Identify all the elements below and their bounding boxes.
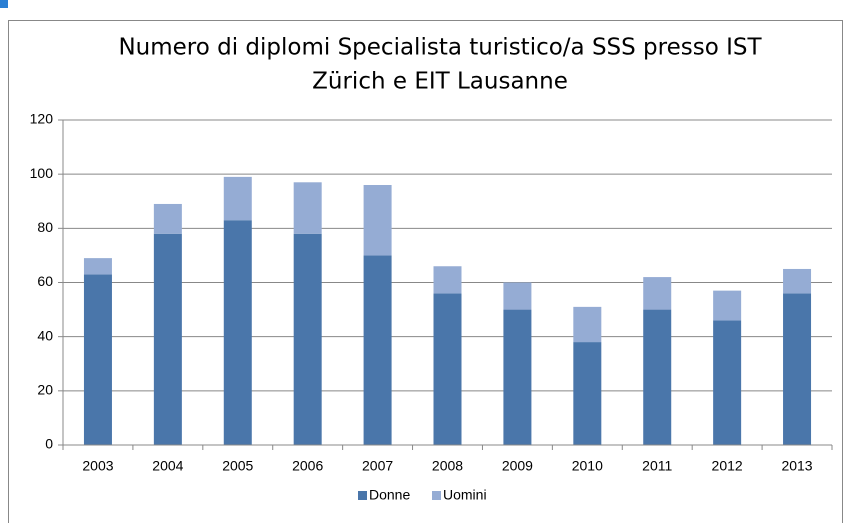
chart-border <box>8 20 843 523</box>
bar-segment <box>503 309 532 445</box>
x-tick-label: 2008 <box>432 458 463 474</box>
bar-segment <box>293 233 322 445</box>
bar-segment <box>573 342 602 445</box>
bar-segment <box>363 255 392 445</box>
legend-label: Uomini <box>443 487 487 503</box>
bar-segment <box>153 203 182 234</box>
x-tick-label: 2011 <box>642 458 672 474</box>
bar-segment <box>713 290 742 321</box>
x-tick-label: 2007 <box>362 458 393 474</box>
bar-segment <box>83 258 112 275</box>
bar-segment <box>643 277 672 310</box>
y-tick-label: 60 <box>37 273 53 289</box>
x-tick-label: 2006 <box>292 458 323 474</box>
chart-title: Numero di diplomi Specialista turistico/… <box>118 35 762 61</box>
x-tick-label: 2012 <box>712 458 743 474</box>
bar-segment <box>503 282 532 310</box>
x-tick-label: 2005 <box>222 458 253 474</box>
y-tick-label: 40 <box>37 327 53 343</box>
bar-segment <box>713 320 742 445</box>
cut-off-heading <box>0 0 8 8</box>
bar-segment <box>223 176 252 221</box>
legend-swatch <box>358 491 367 500</box>
bar-segment <box>363 185 392 256</box>
chart-title: Zürich e EIT Lausanne <box>312 69 568 95</box>
bar-segment <box>153 233 182 445</box>
bar-segment <box>783 293 812 445</box>
bar-segment <box>573 306 602 343</box>
y-tick-label: 0 <box>45 436 53 452</box>
bar-segment <box>433 266 462 294</box>
x-tick-label: 2010 <box>572 458 603 474</box>
x-tick-label: 2004 <box>152 458 183 474</box>
bar-segment <box>783 268 812 294</box>
bar-segment <box>433 293 462 445</box>
y-tick-label: 100 <box>30 165 54 181</box>
bar-segment <box>83 274 112 445</box>
legend-swatch <box>432 491 441 500</box>
x-tick-label: 2009 <box>502 458 533 474</box>
y-tick-label: 120 <box>30 111 54 127</box>
legend-label: Donne <box>369 487 410 503</box>
x-tick-label: 2003 <box>82 458 113 474</box>
bar-segment <box>643 309 672 445</box>
x-tick-label: 2013 <box>781 458 812 474</box>
y-tick-label: 80 <box>37 219 53 235</box>
y-tick-label: 20 <box>37 382 53 398</box>
bar-segment <box>223 220 252 445</box>
bar-segment <box>293 182 322 234</box>
